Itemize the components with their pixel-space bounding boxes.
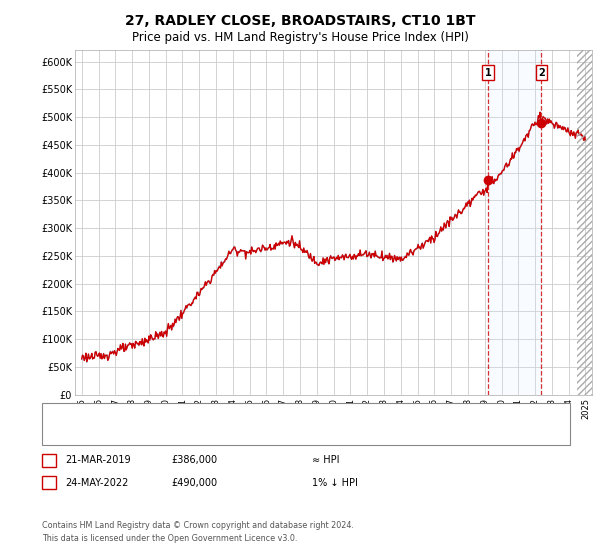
Text: Contains HM Land Registry data © Crown copyright and database right 2024.
This d: Contains HM Land Registry data © Crown c…	[42, 521, 354, 543]
Text: 27, RADLEY CLOSE, BROADSTAIRS, CT10 1BT (detached house): 27, RADLEY CLOSE, BROADSTAIRS, CT10 1BT …	[87, 410, 397, 420]
Text: 1% ↓ HPI: 1% ↓ HPI	[312, 478, 358, 488]
Bar	[488, 50, 541, 395]
Text: ≈ HPI: ≈ HPI	[312, 455, 340, 465]
Text: 27, RADLEY CLOSE, BROADSTAIRS, CT10 1BT: 27, RADLEY CLOSE, BROADSTAIRS, CT10 1BT	[125, 14, 475, 28]
Bar	[577, 50, 592, 395]
Text: Price paid vs. HM Land Registry's House Price Index (HPI): Price paid vs. HM Land Registry's House …	[131, 31, 469, 44]
Text: 1: 1	[46, 455, 53, 465]
Text: 2: 2	[538, 68, 545, 78]
Text: HPI: Average price, detached house, Thanet: HPI: Average price, detached house, Than…	[87, 428, 302, 438]
Text: 24-MAY-2022: 24-MAY-2022	[65, 478, 128, 488]
Text: 2: 2	[46, 478, 53, 488]
Text: £386,000: £386,000	[171, 455, 217, 465]
Text: 21-MAR-2019: 21-MAR-2019	[65, 455, 130, 465]
Text: 1: 1	[485, 68, 491, 78]
Text: £490,000: £490,000	[171, 478, 217, 488]
